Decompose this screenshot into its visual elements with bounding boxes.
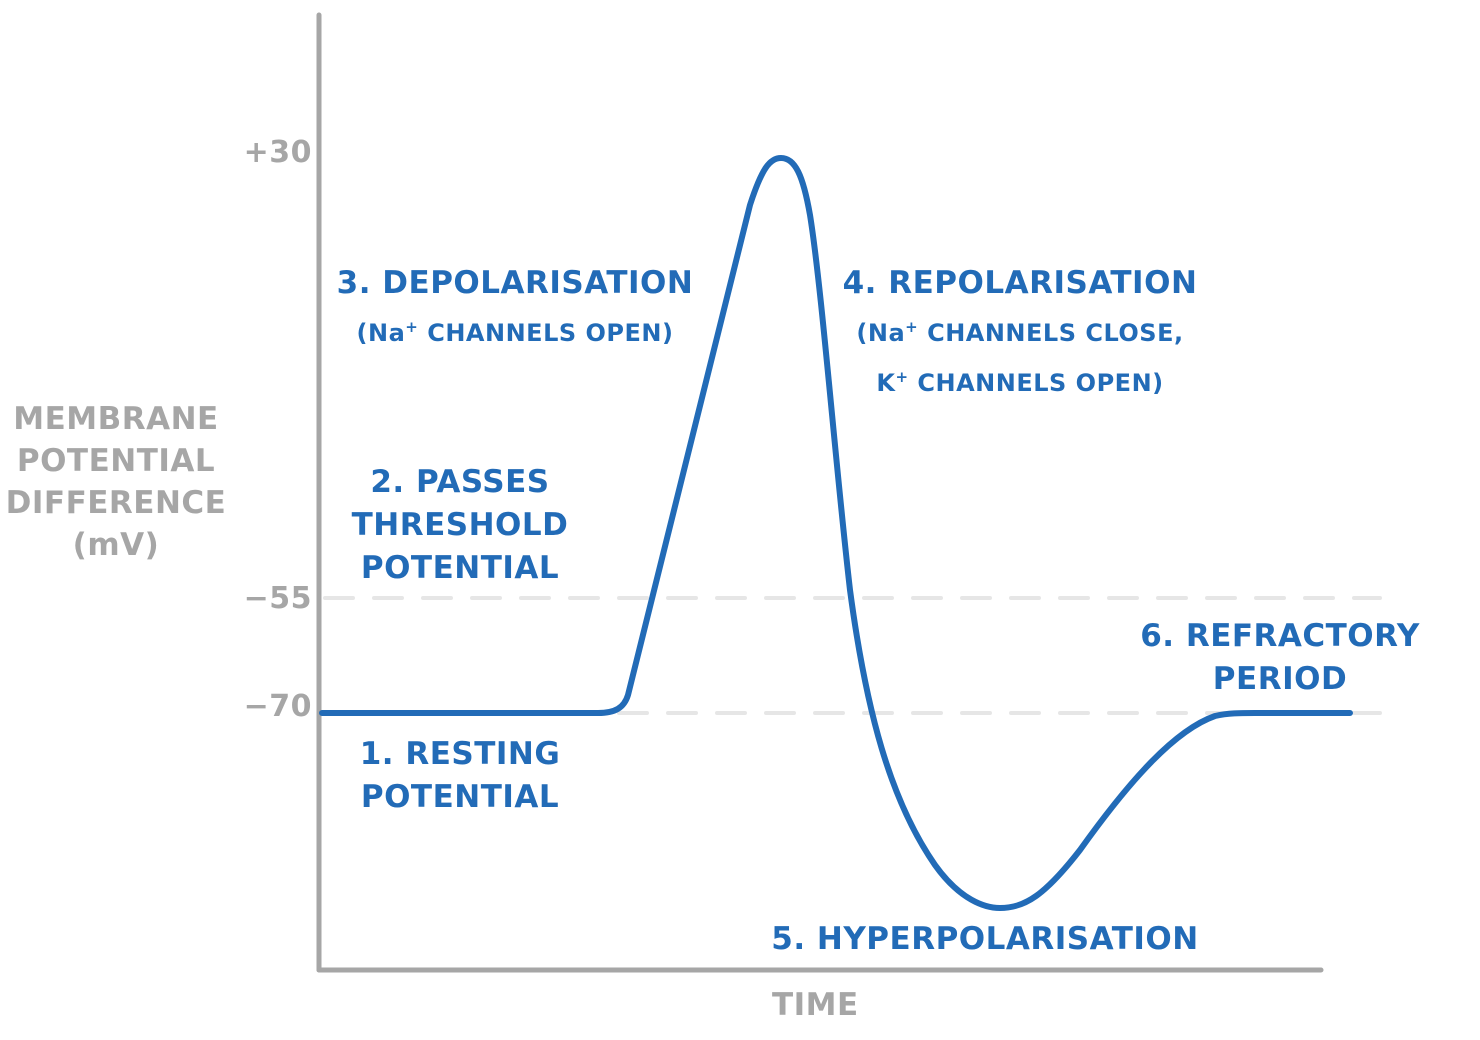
stage-4-note-text-rest: CHANNELS CLOSE,: [918, 319, 1184, 347]
stage-1-resting-potential-label: 1. RESTING POTENTIAL: [340, 733, 580, 819]
superscript-plus: +: [895, 368, 909, 386]
stage-2-title-line-2: THRESHOLD: [351, 507, 569, 543]
stage-5-hyperpolarisation-label: 5. HYPERPOLARISATION: [770, 918, 1200, 961]
stage-4-note-text-2: K: [876, 369, 896, 397]
stage-6-title-line-2: PERIOD: [1212, 661, 1348, 697]
y-tick-minus-55: −55: [243, 581, 312, 616]
stage-2-title: 2. PASSES: [370, 464, 550, 500]
stage-6-refractory-period-label: 6. REFRACTORY PERIOD: [1140, 615, 1420, 701]
stage-1-title-line-2: POTENTIAL: [360, 779, 560, 815]
stage-4-note-line-1: (Na+ CHANNELS CLOSE,: [835, 305, 1205, 355]
stage-4-title: 4. REPOLARISATION: [842, 265, 1198, 301]
stage-2-title-line-3: POTENTIAL: [360, 550, 560, 586]
y-axis-label-line: DIFFERENCE: [5, 485, 227, 521]
y-axis-label-line: (mV): [72, 527, 160, 563]
stage-2-threshold-label: 2. PASSES THRESHOLD POTENTIAL: [340, 461, 580, 590]
y-tick-minus-70: −70: [243, 689, 312, 724]
stage-3-depolarisation-label: 3. DEPOLARISATION (Na+ CHANNELS OPEN): [335, 262, 695, 355]
y-axis-label-line: POTENTIAL: [16, 443, 216, 479]
stage-4-note-line-2: K+ CHANNELS OPEN): [835, 355, 1205, 405]
stage-3-note-text: (Na: [356, 319, 406, 347]
stage-1-title: 1. RESTING: [359, 736, 561, 772]
stage-4-note-text: (Na: [856, 319, 906, 347]
stage-6-title: 6. REFRACTORY: [1140, 618, 1420, 654]
action-potential-curve: [319, 155, 1353, 911]
stage-5-title: 5. HYPERPOLARISATION: [771, 921, 1199, 957]
stage-4-repolarisation-label: 4. REPOLARISATION (Na+ CHANNELS CLOSE, K…: [835, 262, 1205, 405]
stage-4-note-text-2-rest: CHANNELS OPEN): [908, 369, 1164, 397]
superscript-plus: +: [905, 318, 919, 336]
stage-3-note-text-rest: CHANNELS OPEN): [418, 319, 674, 347]
stage-3-note: (Na+ CHANNELS OPEN): [335, 305, 695, 355]
y-axis-label-line: MEMBRANE: [13, 401, 219, 437]
y-axis-label: MEMBRANE POTENTIAL DIFFERENCE (mV): [0, 398, 236, 566]
superscript-plus: +: [405, 318, 419, 336]
y-tick-plus-30: +30: [243, 135, 312, 170]
stage-3-title: 3. DEPOLARISATION: [336, 265, 694, 301]
x-axis-label: TIME: [772, 987, 859, 1023]
